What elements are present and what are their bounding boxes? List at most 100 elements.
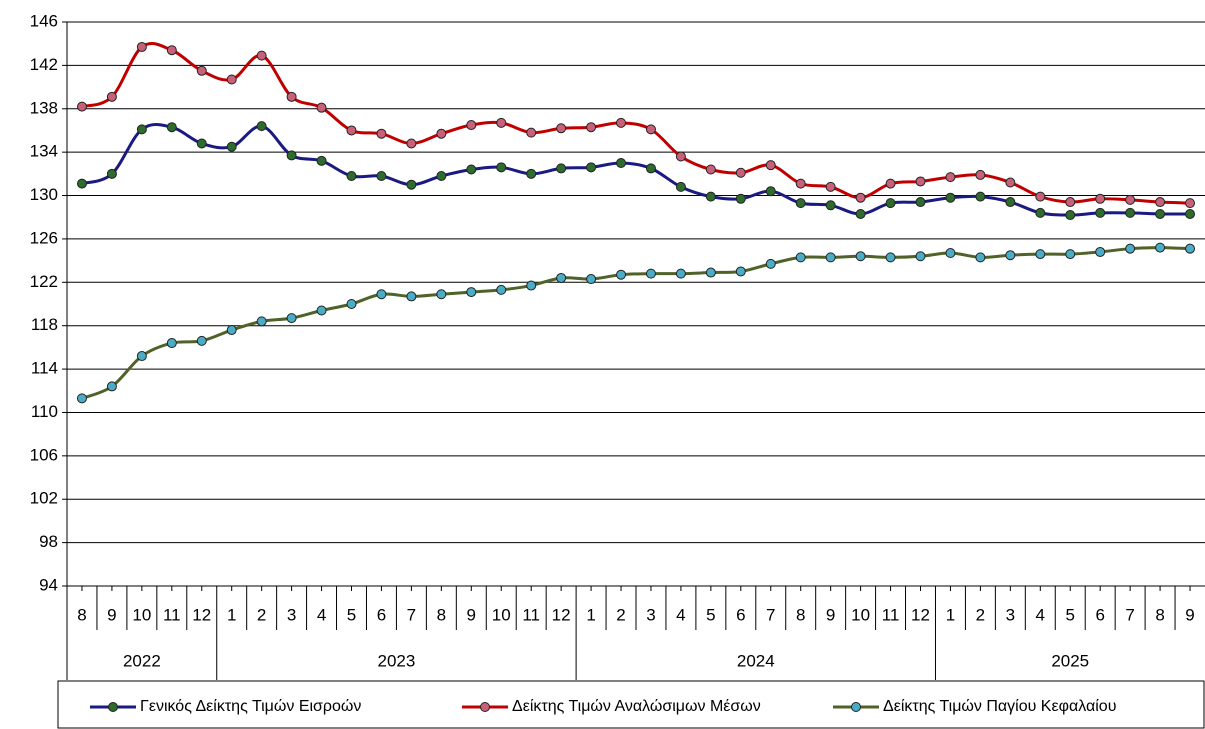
point — [645, 124, 656, 135]
legend-marker — [480, 702, 490, 712]
point — [556, 123, 567, 134]
point — [226, 325, 237, 336]
x-tick-label: 9 — [467, 605, 476, 624]
point — [915, 176, 926, 187]
x-tick-label: 8 — [77, 605, 86, 624]
point — [915, 251, 926, 262]
x-tick-label: 7 — [1125, 605, 1134, 624]
point — [196, 65, 207, 76]
y-tick-label: 146 — [30, 11, 58, 30]
x-tick-label: 11 — [522, 605, 540, 624]
point — [795, 198, 806, 209]
point — [1185, 208, 1196, 219]
point — [526, 127, 537, 138]
point — [1035, 207, 1046, 218]
point — [975, 169, 986, 180]
point — [406, 138, 417, 149]
legend: Γενικός Δείκτης Τιμών Εισροών Δείκτης Τιμ… — [90, 698, 1116, 715]
point — [765, 258, 776, 269]
point — [316, 155, 327, 166]
point — [1155, 242, 1166, 253]
x-tick-label: 8 — [1155, 605, 1164, 624]
x-tick-label: 11 — [882, 605, 900, 624]
point — [76, 393, 87, 404]
point — [735, 266, 746, 277]
point — [196, 138, 207, 149]
point — [136, 124, 147, 135]
point — [346, 299, 357, 309]
point — [556, 272, 567, 283]
point — [136, 351, 147, 362]
series-line — [81, 42, 1191, 205]
point — [316, 102, 327, 113]
point — [346, 125, 357, 136]
x-tick-label: 10 — [132, 605, 151, 624]
point — [825, 181, 836, 192]
point — [616, 269, 627, 280]
point — [765, 186, 776, 197]
point — [885, 252, 896, 263]
x-tick-label: 9 — [1185, 605, 1194, 624]
y-tick-label: 126 — [30, 228, 58, 247]
point — [1125, 194, 1136, 205]
point — [616, 158, 627, 168]
x-tick-label: 4 — [317, 605, 326, 624]
x-tick-label: 6 — [1095, 605, 1104, 624]
x-group-label: 2023 — [378, 651, 416, 670]
point — [1065, 210, 1076, 221]
point — [586, 162, 597, 173]
point — [406, 291, 417, 302]
point — [496, 284, 507, 295]
point — [466, 287, 477, 298]
point — [885, 178, 896, 189]
point — [855, 251, 866, 262]
point — [855, 208, 866, 219]
x-tick-label: 5 — [1066, 605, 1075, 624]
y-tick-label: 114 — [31, 359, 58, 378]
point — [825, 200, 836, 211]
point — [316, 305, 327, 316]
x-tick-label: 1 — [227, 605, 236, 624]
y-tick-label: 142 — [30, 55, 58, 74]
point — [376, 289, 387, 300]
x-tick-label: 10 — [851, 605, 870, 624]
x-tick-label: 9 — [826, 605, 835, 624]
y-tick-label: 138 — [30, 98, 58, 117]
point — [975, 191, 986, 202]
point — [915, 197, 926, 208]
point — [1095, 246, 1106, 257]
y-tick-label: 134 — [30, 142, 58, 161]
x-tick-label: 2 — [976, 605, 985, 624]
point — [1185, 198, 1196, 209]
point — [526, 280, 537, 291]
point — [825, 252, 836, 263]
point — [735, 193, 746, 204]
point — [945, 172, 956, 183]
legend-marker — [108, 702, 118, 712]
point — [1185, 243, 1196, 254]
x-tick-label: 9 — [107, 605, 116, 624]
x-tick-label: 7 — [766, 605, 775, 624]
x-tick-label: 3 — [287, 605, 296, 624]
x-tick-label: 5 — [706, 605, 715, 624]
x-tick-label: 2 — [257, 605, 266, 624]
point — [226, 141, 237, 152]
point — [645, 163, 656, 174]
point — [406, 179, 417, 190]
point — [166, 45, 177, 56]
y-tick-label: 98 — [39, 532, 58, 551]
point — [346, 171, 357, 182]
point — [466, 164, 477, 175]
point — [106, 91, 117, 102]
point — [705, 164, 716, 175]
legend-label: Γενικός Δείκτης Τιμών Εισροών — [140, 698, 361, 715]
x-group-label: 2024 — [737, 651, 775, 670]
y-tick-label: 94 — [39, 575, 58, 594]
x-tick-label: 8 — [796, 605, 805, 624]
point — [1095, 193, 1106, 204]
x-tick-label: 3 — [1006, 605, 1015, 624]
point — [196, 335, 207, 346]
point — [795, 252, 806, 263]
point — [286, 91, 297, 102]
point — [1125, 207, 1136, 218]
